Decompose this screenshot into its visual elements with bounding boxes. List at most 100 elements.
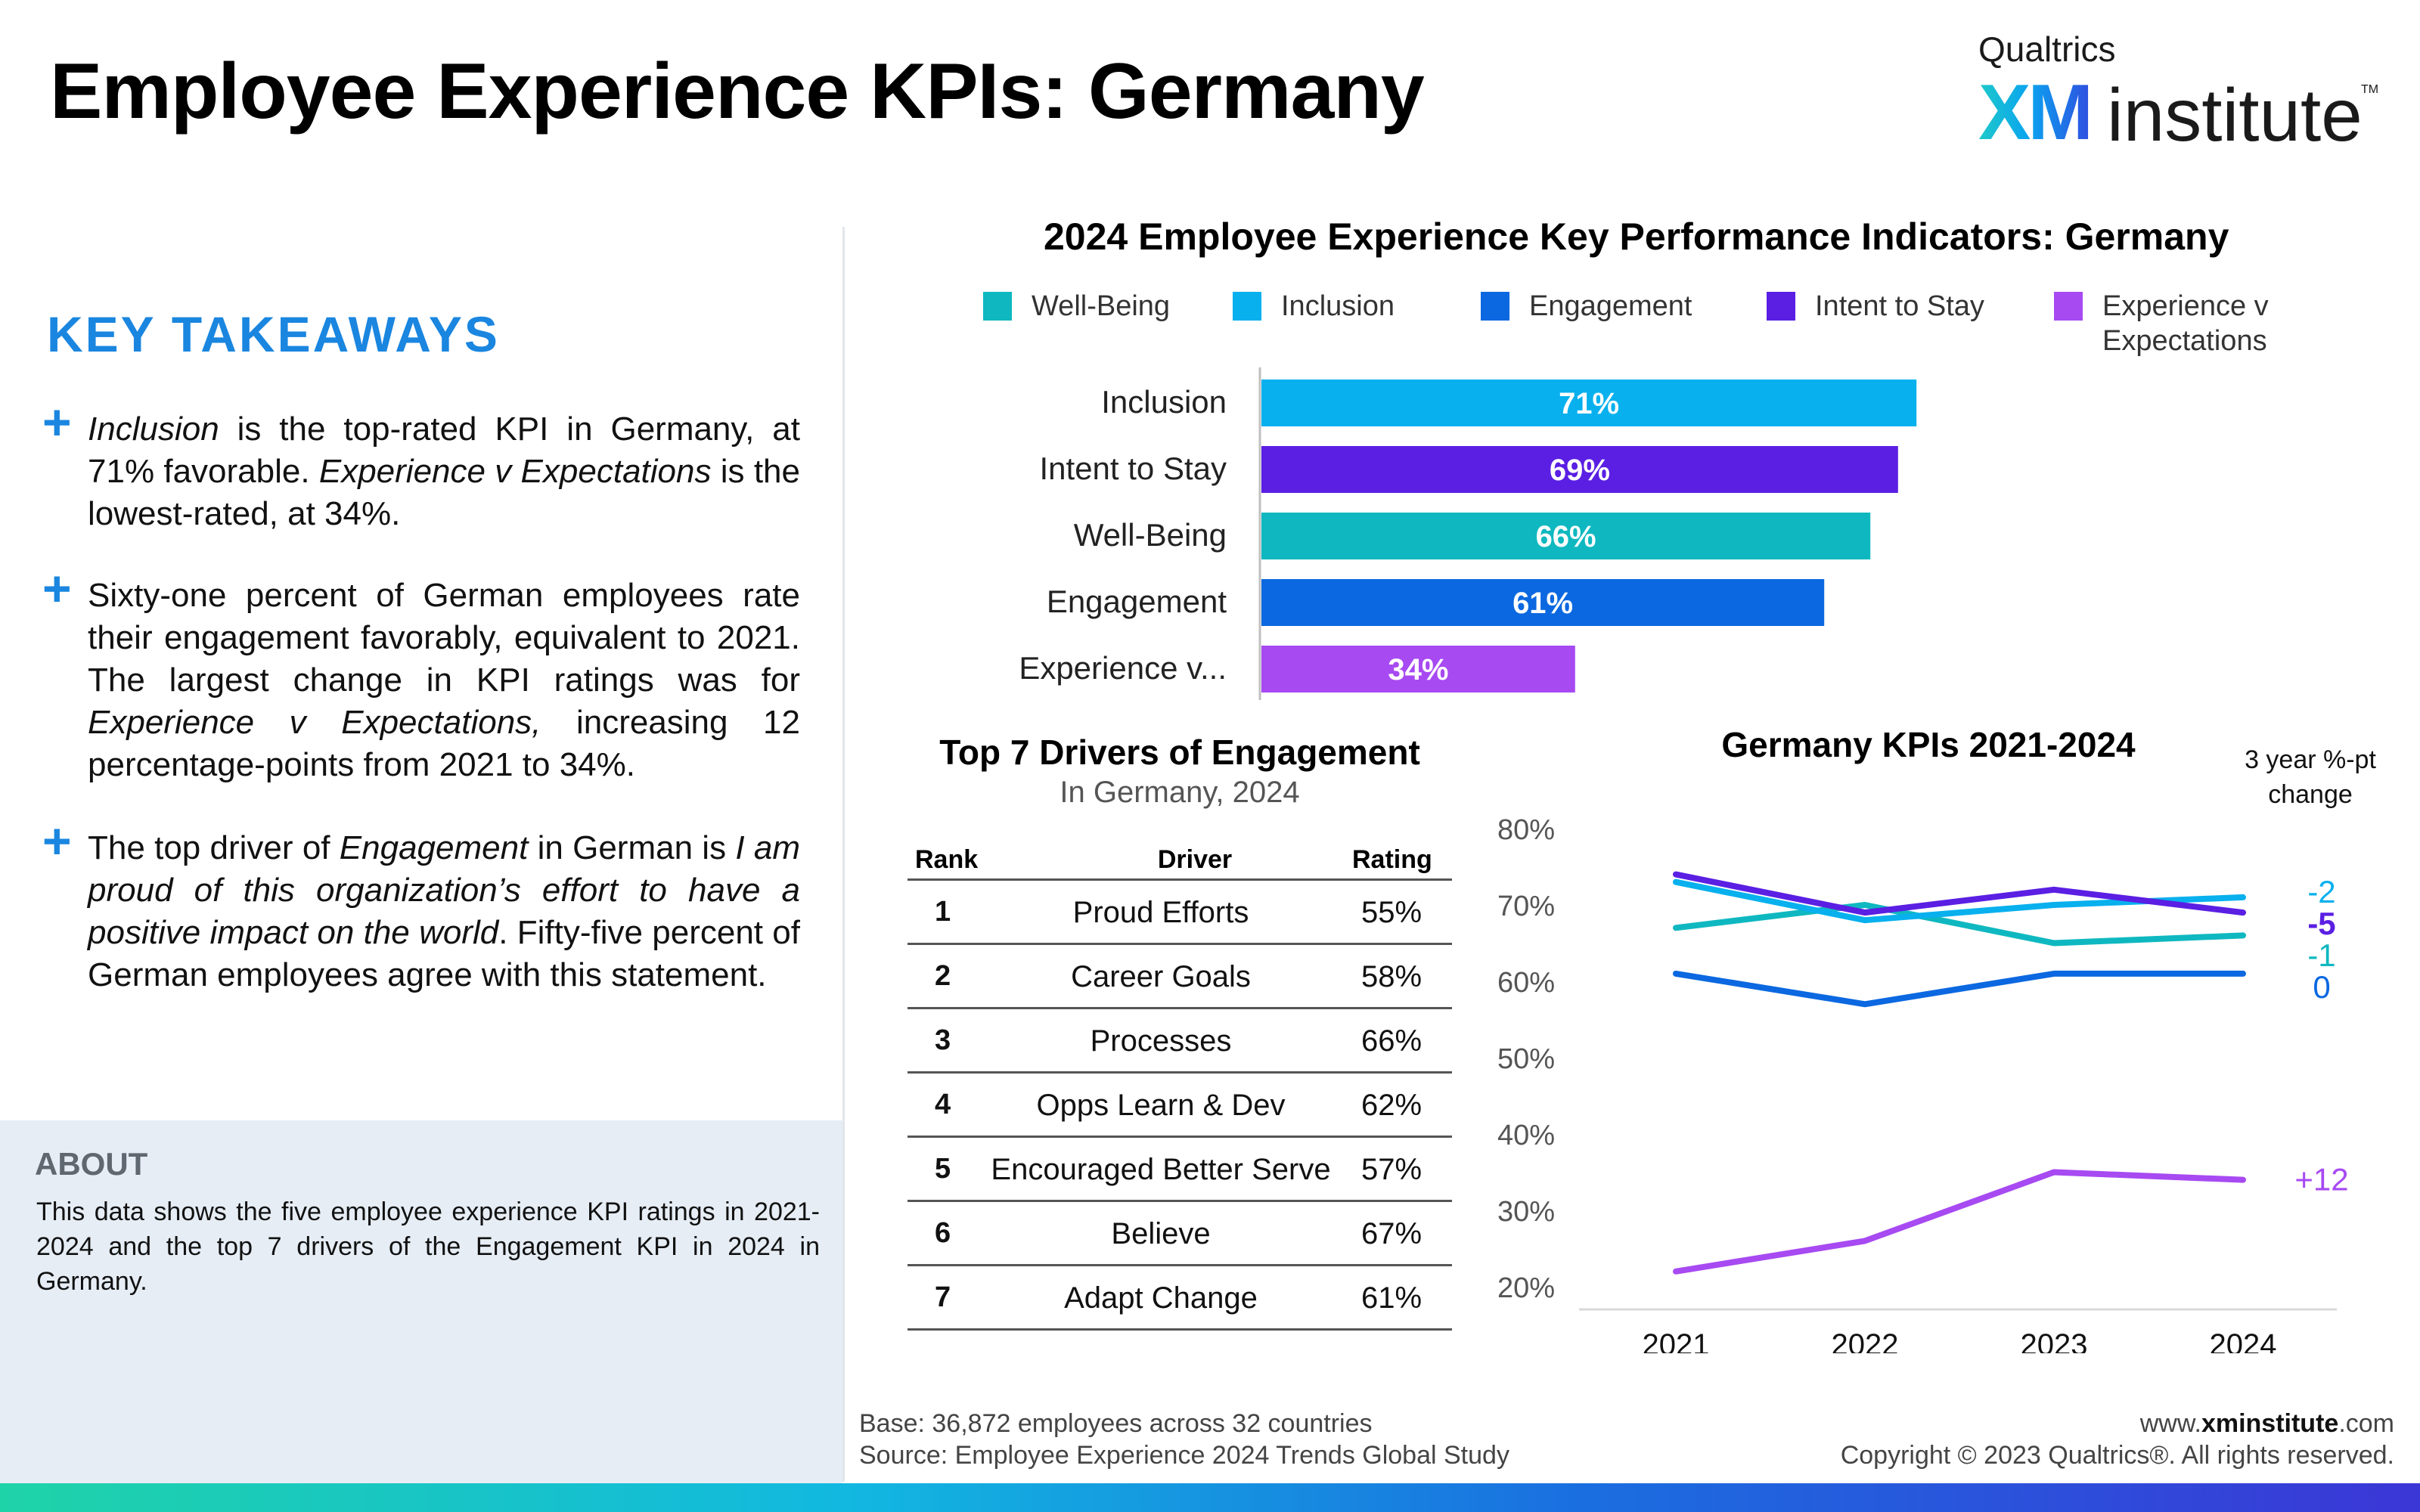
bar-category-label: Inclusion (1101, 384, 1227, 420)
y-tick-label: 40% (1497, 1120, 1555, 1151)
kpi-line-chart: 20%30%40%50%60%70%80%2021 2022 2023 2024-2-… (1497, 814, 2349, 1353)
driver-rank: 2 (935, 960, 951, 992)
driver-name: Opps Learn & Dev (1036, 1089, 1286, 1122)
y-tick-label: 60% (1497, 967, 1555, 999)
series-change-label: -1 (2307, 937, 2335, 973)
plus-icon: + (42, 560, 72, 616)
footer-copyright-text: Copyright © 2023 Qualtrics®. All rights … (1840, 1441, 2394, 1470)
driver-name: Processes (1090, 1024, 1232, 1058)
driver-rank: 5 (935, 1153, 951, 1185)
driver-rank: 1 (935, 896, 951, 928)
table-row: 4 Opps Learn & Dev 62% (908, 1074, 1452, 1138)
driver-name: Encouraged Better Serve (991, 1153, 1331, 1186)
driver-name: Believe (1111, 1217, 1211, 1250)
bar (1261, 646, 1575, 692)
takeaway-text: is the top-rated KPI in Germany, at 71% … (88, 411, 800, 490)
footer-url[interactable]: www.xminstitute.com (2139, 1409, 2394, 1438)
series-line (1673, 902, 2246, 947)
legend-swatch (1481, 292, 1509, 321)
table-header-rank: Rank (915, 845, 979, 874)
series-line (1673, 1169, 2246, 1275)
takeaway-text: in German is (528, 829, 736, 866)
series-change-label: -2 (2307, 874, 2335, 909)
table-row: 3 Processes 66% (908, 1009, 1452, 1074)
plus-icon: + (42, 813, 72, 869)
legend-label: Experience v Expectations (2102, 290, 2269, 357)
table-row: 2 Career Goals 58% (908, 945, 1452, 1009)
x-tick-label: 2022 (1832, 1328, 1899, 1353)
driver-name: Proud Efforts (1072, 896, 1249, 929)
footer-source-text: Source: Employee Experience 2024 Trends … (859, 1441, 1509, 1470)
bar (1261, 579, 1825, 626)
table-row: 7 Adapt Change 61% (908, 1266, 1452, 1331)
driver-rank: 3 (935, 1024, 951, 1056)
x-tick-label: 2023 (2021, 1328, 2088, 1353)
x-tick-label: 2021 (1643, 1328, 1710, 1353)
legend-swatch (2054, 292, 2083, 321)
series-change-label: 0 (2313, 969, 2330, 1005)
y-tick-label: 20% (1497, 1272, 1555, 1304)
driver-rating: 58% (1360, 960, 1423, 993)
takeaway-emphasis: Engagement (339, 829, 529, 866)
takeaway-text: increasing 12 percentage-points from 202… (88, 704, 800, 783)
takeaway-emphasis: Inclusion (88, 411, 219, 448)
table-row: 5 Encouraged Better Serve 57% (908, 1138, 1452, 1202)
bar-category-label: Engagement (1047, 584, 1227, 619)
table-row: 1 Proud Efforts 55% (908, 881, 1452, 945)
takeaway-item: + Sixty-one percent of German employees r… (42, 563, 800, 786)
takeaway-text: The top driver of (88, 829, 340, 866)
about-title: ABOUT (35, 1146, 148, 1182)
kpi-chart-title: 2024 Employee Experience Key Performance… (1044, 215, 2229, 258)
table-row: 6 Believe 67% (908, 1202, 1452, 1266)
driver-name: Adapt Change (1064, 1281, 1258, 1315)
bar-value-label: 71% (1559, 387, 1619, 420)
bar (1261, 446, 1898, 493)
line-chart-title: Germany KPIs 2021-2024 (1721, 725, 2136, 764)
driver-rating: 62% (1360, 1089, 1423, 1122)
bar-category-label: Experience v... (1019, 650, 1227, 686)
takeaway-emphasis: I am proud of this organization’s effort… (88, 829, 800, 951)
series-change-label: -5 (2307, 906, 2335, 941)
y-tick-label: 80% (1497, 814, 1555, 846)
footer-source: Base: 36,872 employees across 32 countri… (859, 1408, 1509, 1471)
takeaway-item: + The top driver of Engagement in German … (42, 816, 800, 996)
bottom-gradient-band (0, 1483, 2420, 1512)
bar-value-label: 69% (1550, 454, 1610, 487)
driver-rating: 57% (1360, 1153, 1423, 1186)
logo-institute-text: institute (2107, 73, 2363, 156)
legend-label: Inclusion (1281, 290, 1395, 322)
footer-base: Base: 36,872 employees across 32 countri… (859, 1409, 1373, 1438)
driver-rating: 66% (1360, 1024, 1423, 1058)
series-change-label: +12 (2294, 1162, 2348, 1198)
takeaway-emphasis: Experience v Expectations, (88, 704, 541, 741)
legend-swatch (983, 292, 1012, 321)
bar-category-label: Well-Being (1074, 517, 1227, 553)
driver-name: Career Goals (1071, 960, 1251, 993)
driver-rank: 7 (935, 1281, 951, 1313)
driver-rating: 61% (1360, 1281, 1423, 1315)
logo-tm-mark: TM (2361, 83, 2379, 96)
driver-rating: 67% (1360, 1217, 1423, 1250)
bar (1261, 513, 1871, 559)
takeaway-text: Sixty-one percent of German employees ra… (88, 577, 800, 699)
driver-rank: 6 (935, 1217, 951, 1249)
logo-qualtrics-text: Qualtrics (1978, 29, 2116, 69)
plus-icon: + (42, 394, 72, 450)
xm-institute-logo: Qualtrics XM institute TM (1978, 29, 2378, 156)
bar-value-label: 34% (1388, 653, 1448, 686)
about-box: ABOUT This data shows the five employee … (0, 1120, 842, 1483)
change-note: 3 year %-pt change (2245, 745, 2376, 809)
takeaway-text: is the lowest-rated, at 34%. (88, 453, 800, 532)
legend-label: Intent to Stay (1815, 290, 1984, 322)
column-divider (842, 227, 845, 1482)
x-tick-label: 2024 (2210, 1328, 2277, 1353)
kpi-bar-chart: Inclusion 71% Intent to Stay 69% Well-Being 6… (1019, 367, 1917, 700)
driver-rank: 4 (935, 1089, 951, 1120)
y-tick-label: 50% (1497, 1043, 1555, 1075)
bar-value-label: 66% (1536, 520, 1596, 553)
series-line (1673, 871, 2246, 916)
table-header-rating: Rating (1352, 845, 1432, 874)
about-text: This data shows the five employee experi… (36, 1198, 820, 1296)
series-line (1673, 970, 2246, 1008)
takeaway-item: + Inclusion is the top-rated KPI in Germa… (42, 397, 800, 535)
